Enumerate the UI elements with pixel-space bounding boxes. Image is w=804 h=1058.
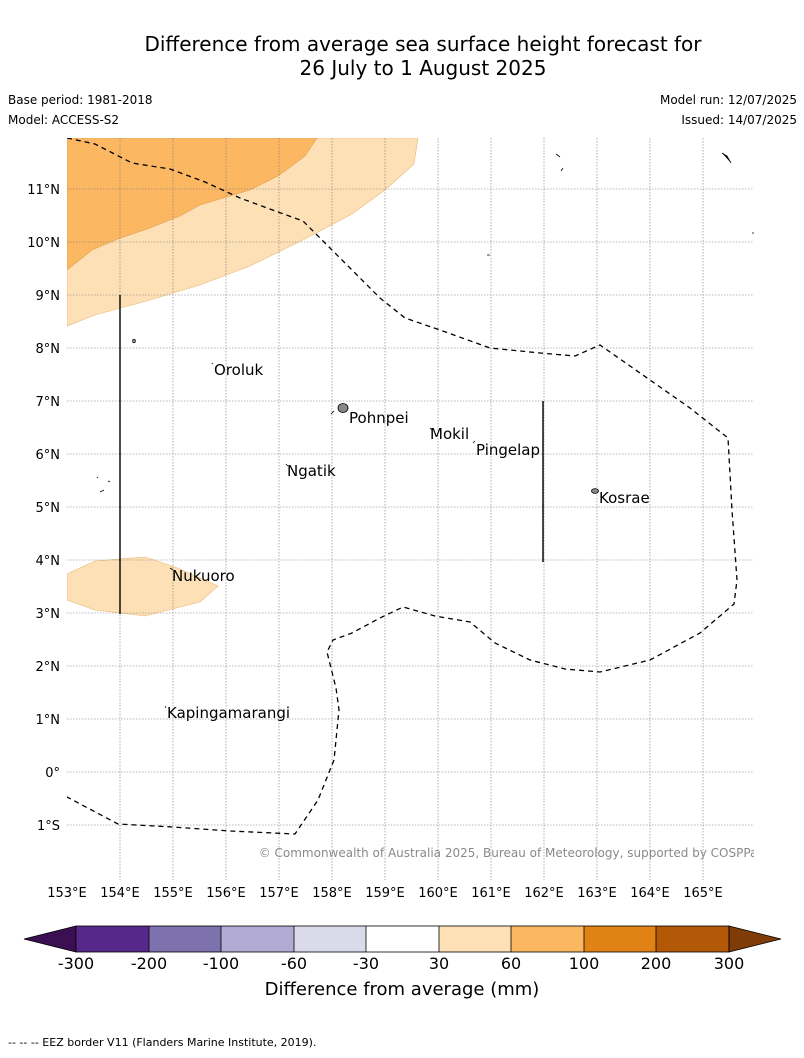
colorbar-tick-labels: -300 -200 -100 -60 -30 30 60 100 200 300 — [58, 954, 744, 973]
lon-label: 164°E — [630, 886, 670, 901]
title-line-2: 26 July to 1 August 2025 — [299, 56, 547, 80]
colorbar-tick: -30 — [353, 954, 379, 973]
colorbar-extend-low — [23, 925, 77, 953]
lon-label: 157°E — [259, 886, 299, 901]
issued-text: Issued: 14/07/2025 — [681, 113, 797, 127]
place-label-pohnpei: Pohnpei — [349, 409, 409, 427]
colorbar-dividers — [148, 926, 657, 952]
colorbar-bin — [656, 926, 729, 952]
place-label-oroluk: Oroluk — [214, 361, 263, 379]
latitude-labels: 11°N 10°N 9°N 8°N 7°N 6°N 5°N 4°N 3°N 2°… — [27, 183, 60, 834]
lon-label: 161°E — [471, 886, 511, 901]
lat-label: 7°N — [36, 395, 61, 410]
lon-label: 156°E — [206, 886, 246, 901]
lon-label: 165°E — [683, 886, 723, 901]
lat-label: 5°N — [36, 501, 61, 516]
model-text: Model: ACCESS-S2 — [8, 113, 120, 127]
place-label-kapingamarangi: Kapingamarangi — [167, 704, 290, 722]
lon-label: 162°E — [524, 886, 564, 901]
colorbar: -300 -200 -100 -60 -30 30 60 100 200 300… — [23, 925, 782, 1000]
lon-label: 158°E — [312, 886, 352, 901]
island-ngatik — [285, 463, 289, 467]
colorbar-bin — [366, 926, 439, 952]
lat-label: 8°N — [36, 342, 61, 357]
base-period-text: Base period: 1981-2018 — [8, 93, 153, 107]
island-near-154e — [132, 338, 136, 344]
colorbar-bin — [439, 926, 511, 952]
place-label-mokil: Mokil — [430, 425, 469, 443]
kosrae-island — [591, 488, 599, 494]
lon-label: 154°E — [100, 886, 140, 901]
lat-label: 1°N — [36, 713, 61, 728]
eez-border — [67, 138, 738, 835]
colorbar-outline — [75, 925, 730, 953]
anomaly-region-30-60-south — [67, 556, 219, 617]
lon-label: 155°E — [153, 886, 193, 901]
colorbar-tick: 200 — [641, 954, 672, 973]
island-mokil — [429, 427, 433, 431]
map-title: Difference from average sea surface heig… — [0, 32, 804, 80]
place-label-kosrae: Kosrae — [599, 489, 650, 507]
colorbar-tick: -100 — [203, 954, 239, 973]
lat-label: 10°N — [27, 236, 60, 251]
model-run-text: Model run: 12/07/2025 — [659, 93, 797, 107]
graticule — [67, 138, 754, 880]
colorbar-bin — [149, 926, 221, 952]
title-line-1: Difference from average sea surface heig… — [144, 32, 702, 56]
longitude-labels: 153°E 154°E 155°E 156°E 157°E 158°E 159°… — [47, 886, 723, 901]
colorbar-bin — [584, 926, 656, 952]
islands-northeast — [487, 152, 754, 256]
place-label-pingelap: Pingelap — [476, 441, 540, 459]
colorbar-bin — [76, 926, 149, 952]
colorbar-extend-high — [728, 925, 782, 953]
lat-label: 11°N — [27, 183, 60, 198]
pohnpei-island — [337, 403, 349, 413]
colorbar-label: Difference from average (mm) — [265, 979, 540, 1000]
lat-label: 4°N — [36, 554, 61, 569]
lat-label: 0° — [45, 766, 60, 781]
lat-label: 1°S — [37, 819, 60, 834]
colorbar-bin — [294, 926, 366, 952]
lat-label: 6°N — [36, 448, 61, 463]
island-pingelap — [472, 440, 476, 444]
colorbar-tick: 100 — [569, 954, 600, 973]
map-area: Oroluk Pohnpei Mokil Pingelap Ngatik Kos… — [67, 138, 764, 880]
lat-label: 3°N — [36, 607, 61, 622]
island-kapingamarangi — [164, 705, 167, 709]
eez-legend-text: -- -- -- EEZ border V11 (Flanders Marine… — [8, 1036, 317, 1049]
island-oroluk — [211, 362, 214, 365]
lat-label: 2°N — [36, 660, 61, 675]
lon-label: 159°E — [365, 886, 405, 901]
islands-west — [96, 476, 111, 493]
colorbar-tick: 60 — [501, 954, 521, 973]
lon-label: 153°E — [47, 886, 87, 901]
colorbar-tick: -60 — [281, 954, 307, 973]
colorbar-tick: -300 — [58, 954, 94, 973]
place-label-nukuoro: Nukuoro — [172, 567, 235, 585]
colorbar-tick: -200 — [131, 954, 167, 973]
colorbar-tick: 300 — [714, 954, 745, 973]
colorbar-tick: 30 — [429, 954, 449, 973]
lon-label: 163°E — [577, 886, 617, 901]
lon-label: 160°E — [418, 886, 458, 901]
place-label-ngatik: Ngatik — [287, 462, 336, 480]
lat-label: 9°N — [36, 289, 61, 304]
colorbar-bin — [221, 926, 294, 952]
anomaly-region-60-100-north — [67, 138, 318, 271]
island-nukuoro — [169, 567, 174, 571]
pohnpei-reef — [330, 410, 335, 415]
colorbar-bin — [511, 926, 584, 952]
copyright-text: © Commonwealth of Australia 2025, Bureau… — [259, 846, 764, 860]
